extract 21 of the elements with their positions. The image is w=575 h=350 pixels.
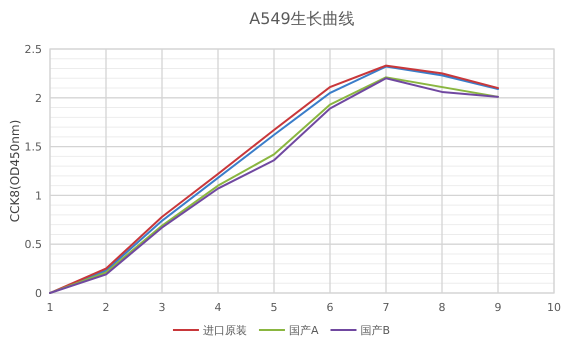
y-axis-title: CCK8(OD450nm) — [8, 120, 22, 222]
y-tick-label: 2 — [35, 92, 42, 105]
x-tick-label: 5 — [270, 301, 278, 314]
x-tick-label: 1 — [46, 301, 54, 314]
x-tick-label: 4 — [214, 301, 222, 314]
legend-label: 国产B — [360, 324, 390, 337]
y-tick-label: 1.5 — [24, 140, 42, 154]
legend-label: 进口原装 — [202, 324, 247, 337]
chart-title: A549生长曲线 — [249, 9, 355, 28]
y-tick-label: 0.5 — [24, 238, 42, 252]
y-tick-label: 1 — [35, 189, 42, 202]
x-tick-label: 2 — [102, 301, 110, 314]
x-tick-label: 7 — [382, 301, 390, 314]
x-tick-label: 8 — [438, 301, 446, 314]
y-tick-label: 2.5 — [24, 43, 42, 56]
x-tick-label: 3 — [158, 301, 166, 314]
legend-label: 国产A — [288, 324, 319, 337]
x-tick-label: 10 — [547, 301, 561, 314]
x-tick-label: 9 — [494, 301, 502, 314]
y-tick-label: 0 — [35, 287, 42, 300]
x-tick-label: 6 — [326, 301, 334, 314]
